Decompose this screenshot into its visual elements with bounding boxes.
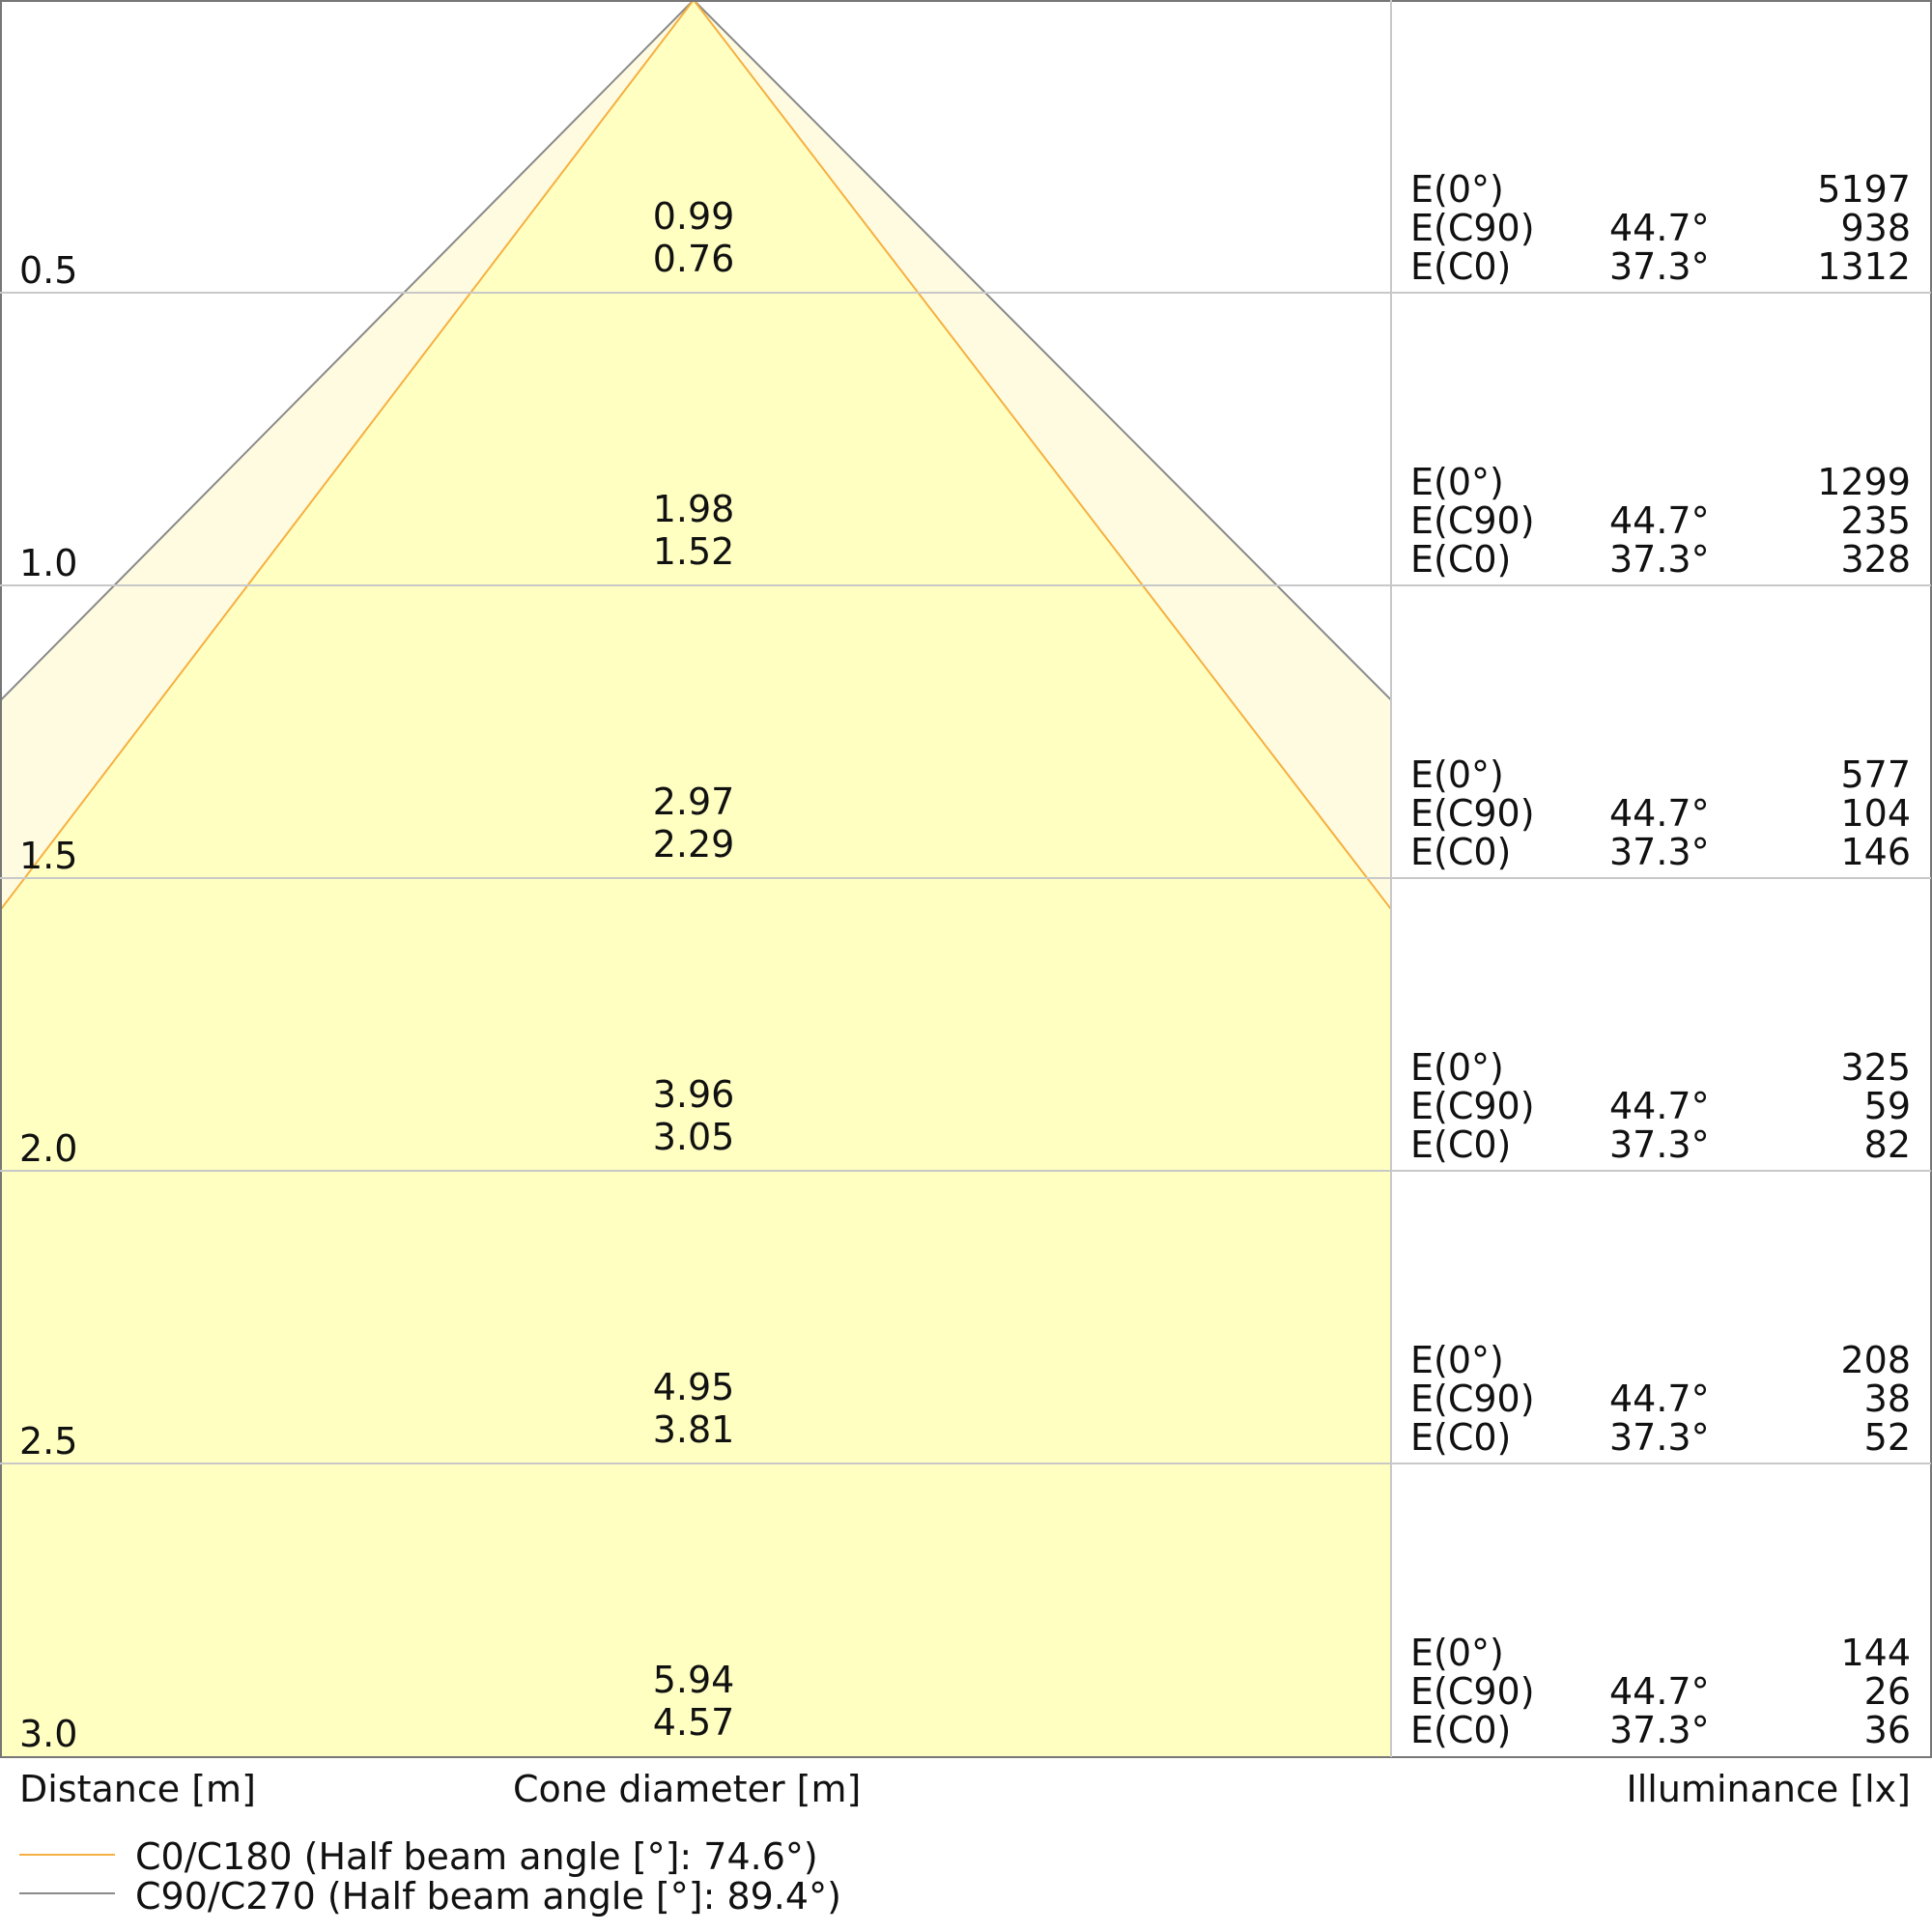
illuminance-angle: 37.3° xyxy=(1609,1416,1710,1459)
illuminance-row-label: E(C90) xyxy=(1410,1670,1535,1713)
cone-edge-c90 xyxy=(0,0,1392,701)
cone-diameter-c0: 2.29 xyxy=(653,823,735,866)
illuminance-label: Illuminance [lx] xyxy=(1627,1768,1911,1810)
illuminance-value-c90: 59 xyxy=(1864,1085,1911,1127)
illuminance-angle: 44.7° xyxy=(1609,1378,1710,1420)
cone-diameter-c90: 3.96 xyxy=(653,1073,735,1116)
illuminance-row-label: E(C90) xyxy=(1410,1085,1535,1127)
illuminance-angle: 37.3° xyxy=(1609,1709,1710,1751)
illuminance-value-c0: 146 xyxy=(1840,831,1911,873)
illuminance-value-c0: 328 xyxy=(1840,538,1911,581)
cone-diameter-c90: 0.99 xyxy=(653,195,735,238)
illuminance-value-c90: 938 xyxy=(1840,207,1911,249)
illuminance-value-c90: 26 xyxy=(1864,1670,1911,1713)
illuminance-row-label: E(0°) xyxy=(1410,1046,1504,1089)
illuminance-row-label: E(0°) xyxy=(1410,168,1504,211)
cone-diameter-c90: 4.95 xyxy=(653,1366,735,1408)
cone-diameter-c90: 1.98 xyxy=(653,488,735,530)
illuminance-row-label: E(C0) xyxy=(1410,538,1511,581)
illuminance-value-c0: 1312 xyxy=(1817,245,1911,288)
illuminance-value-e0: 5197 xyxy=(1817,168,1911,211)
illuminance-row-label: E(0°) xyxy=(1410,1632,1504,1674)
illuminance-value-c0: 82 xyxy=(1864,1123,1911,1166)
cone-diameter-c0: 1.52 xyxy=(653,530,735,573)
cone-diameter-c90: 2.97 xyxy=(653,781,735,823)
illuminance-angle: 37.3° xyxy=(1609,245,1710,288)
illuminance-angle: 44.7° xyxy=(1609,207,1710,249)
x-axis-label: Cone diameter [m] xyxy=(513,1768,861,1810)
cone-diameter-c0: 0.76 xyxy=(653,238,735,280)
distance-tick-label: 1.5 xyxy=(19,835,77,877)
illuminance-angle: 44.7° xyxy=(1609,1670,1710,1713)
illuminance-row-label: E(C90) xyxy=(1410,792,1535,835)
legend-label-c90: C90/C270 (Half beam angle [°]: 89.4°) xyxy=(135,1875,841,1918)
illuminance-row-label: E(0°) xyxy=(1410,461,1504,503)
distance-tick-label: 2.0 xyxy=(19,1127,77,1170)
cone-diameter-c0: 3.81 xyxy=(653,1408,735,1451)
illuminance-angle: 44.7° xyxy=(1609,792,1710,835)
illuminance-row-label: E(0°) xyxy=(1410,753,1504,796)
illuminance-value-c90: 104 xyxy=(1840,792,1911,835)
illuminance-angle: 44.7° xyxy=(1609,1085,1710,1127)
illuminance-value-c90: 38 xyxy=(1864,1378,1911,1420)
illuminance-row-label: E(0°) xyxy=(1410,1339,1504,1381)
distance-tick-label: 3.0 xyxy=(19,1713,77,1755)
illuminance-row-label: E(C0) xyxy=(1410,245,1511,288)
illuminance-value-e0: 577 xyxy=(1840,753,1911,796)
illuminance-row-label: E(C0) xyxy=(1410,1709,1511,1751)
illuminance-row-label: E(C0) xyxy=(1410,1416,1511,1459)
illuminance-value-e0: 144 xyxy=(1840,1632,1911,1674)
y-axis-label: Distance [m] xyxy=(19,1768,256,1810)
illuminance-value-e0: 208 xyxy=(1840,1339,1911,1381)
illuminance-angle: 37.3° xyxy=(1609,538,1710,581)
illuminance-row-label: E(C0) xyxy=(1410,831,1511,873)
illuminance-value-e0: 325 xyxy=(1840,1046,1911,1089)
distance-tick-label: 2.5 xyxy=(19,1420,77,1463)
illuminance-value-e0: 1299 xyxy=(1817,461,1911,503)
illuminance-value-c0: 52 xyxy=(1864,1416,1911,1459)
illuminance-angle: 44.7° xyxy=(1609,499,1710,542)
cone-diameter-c0: 4.57 xyxy=(653,1701,735,1744)
illuminance-angle: 37.3° xyxy=(1609,1123,1710,1166)
illuminance-row-label: E(C90) xyxy=(1410,499,1535,542)
cone-diameter-c0: 3.05 xyxy=(653,1116,735,1158)
cone-edge-c0 xyxy=(0,0,1392,910)
illuminance-row-label: E(C0) xyxy=(1410,1123,1511,1166)
illuminance-row-label: E(C90) xyxy=(1410,207,1535,249)
illuminance-row-label: E(C90) xyxy=(1410,1378,1535,1420)
distance-tick-label: 0.5 xyxy=(19,249,77,292)
cone-diameter-c90: 5.94 xyxy=(653,1659,735,1701)
legend-label-c0: C0/C180 (Half beam angle [°]: 74.6°) xyxy=(135,1835,818,1878)
distance-tick-label: 1.0 xyxy=(19,542,77,584)
illuminance-value-c90: 235 xyxy=(1840,499,1911,542)
illuminance-value-c0: 36 xyxy=(1864,1709,1911,1751)
illuminance-angle: 37.3° xyxy=(1609,831,1710,873)
